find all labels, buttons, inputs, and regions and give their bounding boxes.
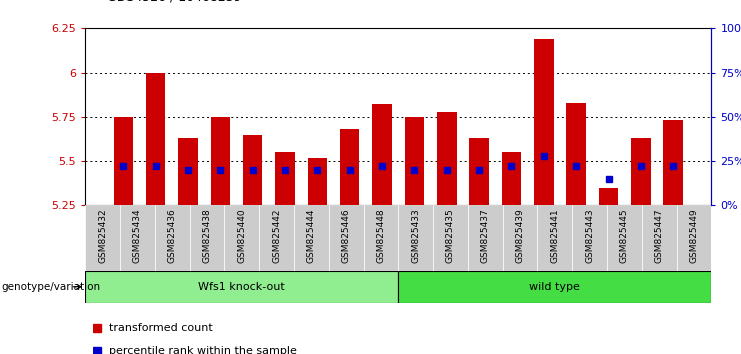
Text: GSM825439: GSM825439 (516, 209, 525, 263)
Bar (607, 205, 642, 271)
Bar (663, 120, 683, 205)
Bar (120, 205, 155, 271)
Text: GDS4526 / 10468239: GDS4526 / 10468239 (107, 0, 242, 4)
Bar (85, 271, 399, 303)
Bar (470, 138, 489, 205)
Bar (155, 205, 190, 271)
Bar (642, 205, 677, 271)
Bar (329, 205, 364, 271)
Text: GSM825449: GSM825449 (689, 209, 699, 263)
Text: wild type: wild type (529, 282, 580, 292)
Bar (113, 117, 133, 205)
Bar (502, 205, 537, 271)
Bar (566, 103, 586, 205)
Text: GSM825441: GSM825441 (551, 209, 559, 263)
Bar (225, 205, 259, 271)
Bar (243, 135, 262, 205)
Text: GSM825432: GSM825432 (98, 209, 107, 263)
Bar (210, 117, 230, 205)
Text: Wfs1 knock-out: Wfs1 knock-out (199, 282, 285, 292)
Text: GSM825434: GSM825434 (133, 209, 142, 263)
Bar (294, 205, 329, 271)
Text: GSM825438: GSM825438 (202, 209, 211, 263)
Bar (85, 205, 120, 271)
Bar (437, 112, 456, 205)
Text: GSM825442: GSM825442 (272, 209, 281, 263)
Text: genotype/variation: genotype/variation (1, 282, 101, 292)
Text: GSM825445: GSM825445 (620, 209, 629, 263)
Text: GSM825447: GSM825447 (655, 209, 664, 263)
Text: GSM825440: GSM825440 (237, 209, 246, 263)
Bar (572, 205, 607, 271)
Text: percentile rank within the sample: percentile rank within the sample (110, 346, 297, 354)
Text: GSM825436: GSM825436 (167, 209, 176, 263)
Bar (364, 205, 398, 271)
Bar (534, 39, 554, 205)
Text: GSM825446: GSM825446 (342, 209, 350, 263)
Text: GSM825433: GSM825433 (411, 209, 420, 263)
Bar (276, 152, 295, 205)
Text: transformed count: transformed count (110, 323, 213, 333)
Bar (405, 117, 424, 205)
Text: GSM825444: GSM825444 (307, 209, 316, 263)
Bar (599, 188, 618, 205)
Text: GSM825443: GSM825443 (585, 209, 594, 263)
Bar (259, 205, 294, 271)
Bar (537, 205, 572, 271)
Bar (340, 129, 359, 205)
Bar (468, 205, 502, 271)
Bar (146, 73, 165, 205)
Bar (399, 205, 433, 271)
Text: GSM825437: GSM825437 (481, 209, 490, 263)
Bar (502, 152, 521, 205)
Bar (399, 271, 711, 303)
Bar (308, 158, 327, 205)
Bar (631, 138, 651, 205)
Text: GSM825448: GSM825448 (376, 209, 385, 263)
Bar (190, 205, 225, 271)
Bar (433, 205, 468, 271)
Bar (677, 205, 711, 271)
Text: GSM825435: GSM825435 (446, 209, 455, 263)
Bar (179, 138, 198, 205)
Bar (373, 104, 392, 205)
